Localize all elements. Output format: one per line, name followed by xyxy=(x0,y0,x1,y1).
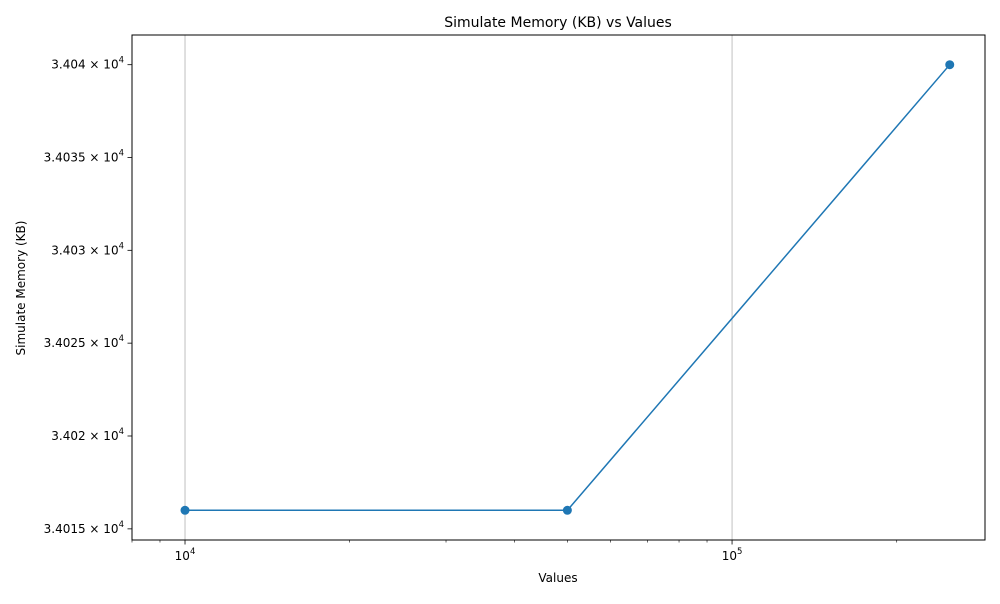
y-tick-label: 3.404 × 104 xyxy=(51,56,124,72)
y-tick-label-exponent: 4 xyxy=(119,56,124,66)
y-tick-label-exponent: 4 xyxy=(119,148,124,158)
x-tick-label: 105 xyxy=(722,547,743,563)
y-tick-label: 3.402 × 104 xyxy=(51,427,124,443)
y-tick-label-mantissa: 3.4025 × 10 xyxy=(44,336,119,350)
data-point xyxy=(945,60,955,70)
plot-frame xyxy=(131,34,986,541)
chart-title: Simulate Memory (KB) vs Values xyxy=(444,15,672,31)
series-layer xyxy=(180,60,955,515)
y-axis-label: Simulate Memory (KB) xyxy=(14,221,28,356)
data-point xyxy=(180,505,190,515)
grid-lines xyxy=(184,35,733,540)
y-tick-label-mantissa: 3.4035 × 10 xyxy=(44,150,119,164)
x-tick-label: 104 xyxy=(175,547,196,563)
y-tick-label-mantissa: 3.403 × 10 xyxy=(51,243,118,257)
x-tick-label-base: 10 xyxy=(175,549,190,563)
y-tick-label-mantissa: 3.4015 × 10 xyxy=(44,522,119,536)
y-tick-label: 3.403 × 104 xyxy=(51,241,124,257)
y-tick-label-mantissa: 3.404 × 10 xyxy=(51,58,118,72)
x-axis-label: Values xyxy=(538,571,577,585)
y-tick-label-exponent: 4 xyxy=(119,334,124,344)
y-tick-label-mantissa: 3.402 × 10 xyxy=(51,429,118,443)
x-tick-label-base: 10 xyxy=(722,549,737,563)
x-tick-label-exponent: 4 xyxy=(190,547,195,557)
y-tick-label: 3.4015 × 104 xyxy=(44,520,124,536)
y-tick-label: 3.4035 × 104 xyxy=(44,148,124,164)
y-tick-label: 3.4025 × 104 xyxy=(44,334,124,350)
data-point xyxy=(562,505,572,515)
y-tick-label-exponent: 4 xyxy=(119,241,124,251)
x-tick-label-exponent: 5 xyxy=(737,547,742,557)
y-tick-label-exponent: 4 xyxy=(119,427,124,437)
y-tick-label-exponent: 4 xyxy=(119,520,124,530)
x-axis-ticks: 104 105 xyxy=(131,540,898,563)
